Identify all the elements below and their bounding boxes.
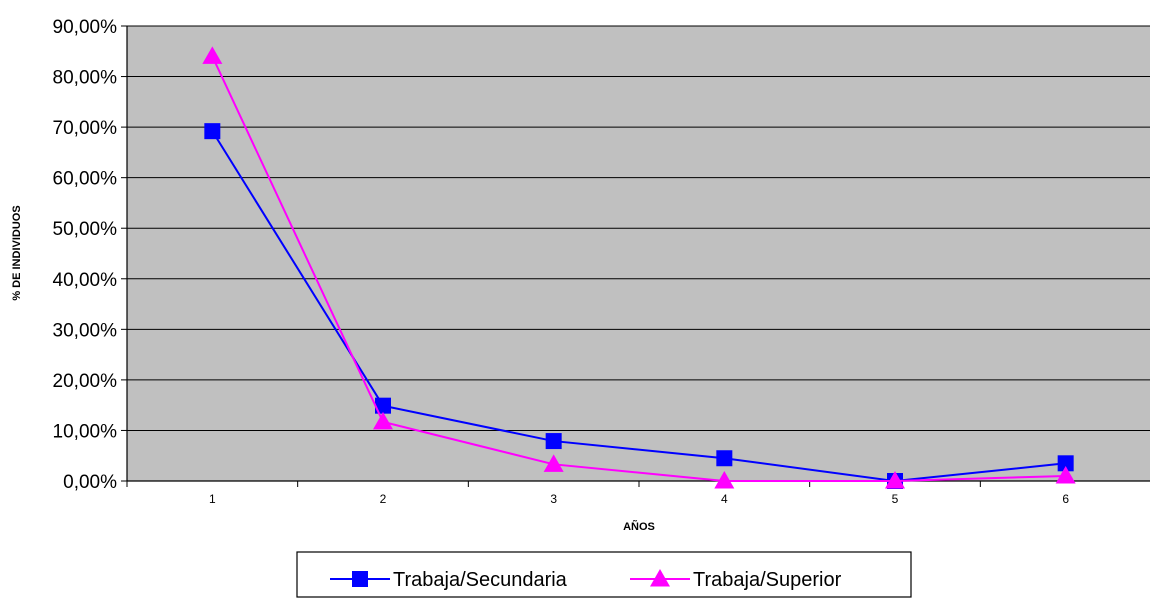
x-axis-label: AÑOS <box>623 520 655 533</box>
y-tick-label: 70,00% <box>53 118 118 139</box>
y-axis-label: % DE INDIVIDUOS <box>11 205 23 300</box>
legend-marker <box>352 571 368 587</box>
data-point <box>1057 455 1074 472</box>
data-point <box>716 450 733 467</box>
x-tick-label: 5 <box>892 492 899 506</box>
series-2 <box>202 46 1076 489</box>
data-point <box>1055 465 1076 484</box>
x-tick-label: 1 <box>209 492 216 506</box>
data-point <box>885 471 905 489</box>
y-tick-label: 80,00% <box>53 68 118 89</box>
legend-items: Trabaja/Secundaria Trabaja/Superior <box>330 569 842 591</box>
data-point <box>373 411 393 430</box>
data-point <box>375 397 391 414</box>
y-tick-label: 60,00% <box>53 169 118 190</box>
y-tick-label: 90,00% <box>53 17 118 38</box>
legend-label: Trabaja/Superior <box>693 569 842 591</box>
y-tick-label: 40,00% <box>53 270 118 291</box>
x-tick-label: 4 <box>721 492 728 506</box>
x-tick-label: 2 <box>380 492 387 506</box>
x-tick-label: 3 <box>550 492 557 506</box>
legend-label: Trabaja/Secundaria <box>393 569 568 591</box>
y-tick-label: 20,00% <box>53 371 118 392</box>
y-tick-label: 50,00% <box>53 219 118 240</box>
data-point <box>714 471 735 489</box>
series-line <box>211 55 1066 482</box>
legend-box <box>296 551 912 598</box>
data-point <box>202 46 223 64</box>
x-tick-label: 6 <box>1062 492 1069 506</box>
legend-marker <box>650 569 670 587</box>
gridlines <box>127 25 1150 431</box>
x-axis-ticks: 1 2 3 4 5 6 <box>209 492 1069 506</box>
y-axis-ticks: 0,00% 10,00% 20,00% 30,00% 40,00% 50,00% 60,00… <box>53 17 118 493</box>
legend-entry-1: Trabaja/Secundaria <box>330 569 568 591</box>
plot-area <box>126 25 1150 482</box>
data-point <box>543 454 564 472</box>
data-point <box>204 123 221 140</box>
y-tick-label: 10,00% <box>53 421 118 442</box>
data-point <box>545 433 562 450</box>
legend: Trabaja/Secundaria Trabaja/Superior <box>296 551 912 598</box>
legend-entry-2: Trabaja/Superior <box>630 569 842 591</box>
axes <box>121 25 1150 487</box>
series-group <box>202 46 1076 489</box>
y-tick-label: 0,00% <box>63 472 117 493</box>
y-tick-label: 30,00% <box>53 320 118 341</box>
